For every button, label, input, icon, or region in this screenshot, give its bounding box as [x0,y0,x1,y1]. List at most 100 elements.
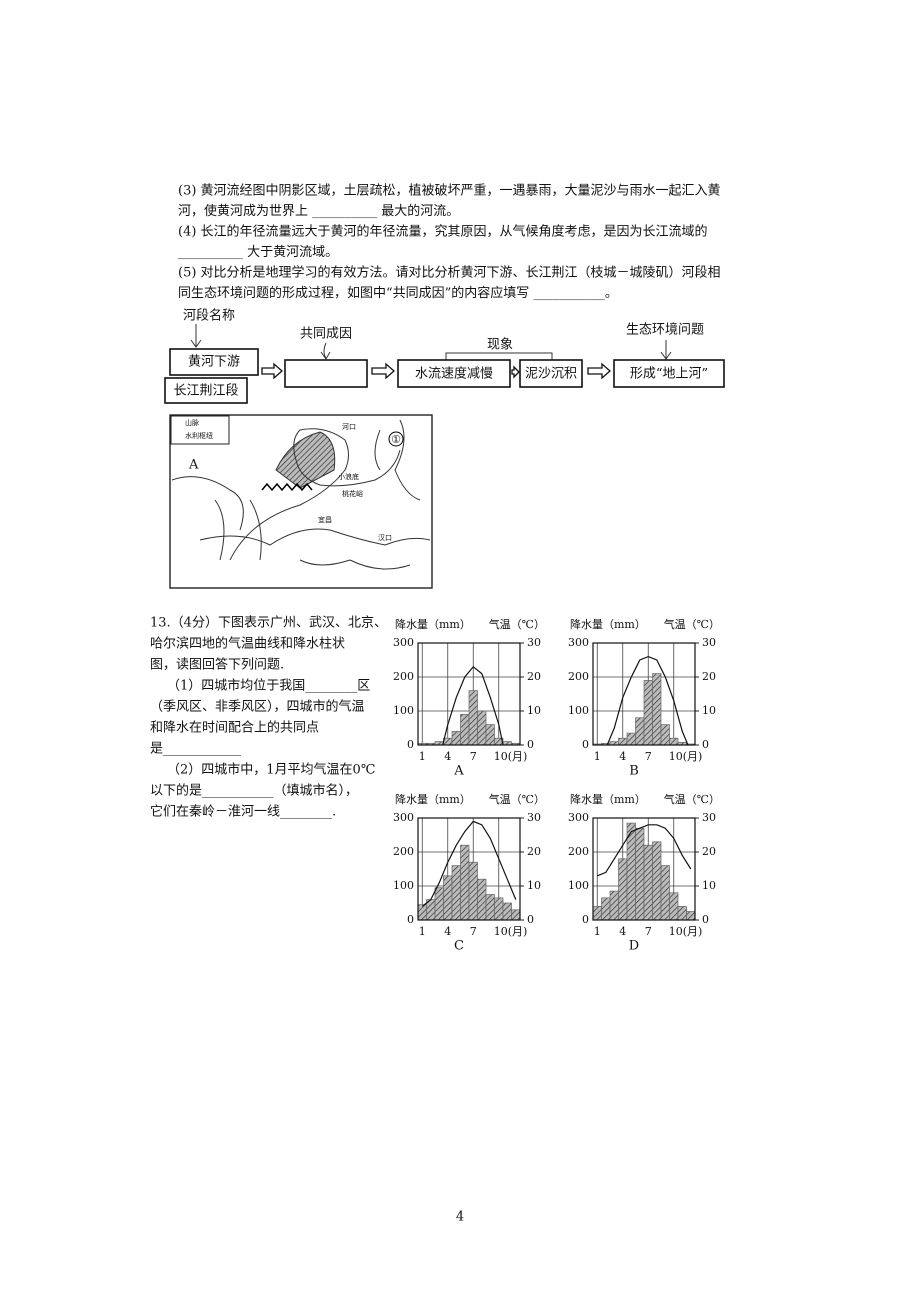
question-line: 哈尔滨四地的气温曲线和降水柱状 [150,636,345,652]
x-tick-label: 7 [645,750,652,763]
y2-tick-label: 10 [527,704,541,717]
x-tick-label: 4 [444,925,451,938]
y-tick-label: 0 [582,738,589,751]
bar [468,690,478,746]
question-line: 13.（4分）下图表示广州、武汉、北京、 [150,616,387,631]
box [164,377,248,404]
question-line: 同生态环境问题的形成过程，如图中“共同成因”的内容应填写 ___________… [178,285,618,301]
y-tick-label: 300 [568,811,589,824]
river-2: 长江荆江段 [173,383,238,399]
bar [635,717,645,746]
x-tick-label: 1 [419,750,426,763]
arrow [190,324,202,348]
x-tick-label: 7 [645,925,652,938]
y-axis-title: 降水量（mm） [395,617,471,631]
y2-tick-label: 30 [702,811,716,824]
x-tick-label: 10(月) [494,925,528,938]
answer-box [284,359,368,388]
map-label: 河口 [342,423,356,431]
climate-chart: 降水量（mm） 气温（℃） 0 100 200 300 0 10 20 30 1 4 7 10(月) C [393,792,545,954]
map-label: 小浪底 [338,472,359,481]
bar [643,844,653,921]
map: 山脉 水利枢纽 A ① 河口 小浪底 桃花峪 宜昌 汉口 [169,414,433,589]
y-tick-label: 200 [568,845,589,858]
y2-tick-label: 20 [702,670,716,683]
plot-frame [592,642,696,746]
arrow [320,342,331,360]
bar [652,841,662,921]
flow-diagram: 河段名称 共同成因 生态环境问题 现象 黄河下游 长江荆江段 水流速度减慢 泥沙… [164,308,725,404]
y-tick-label: 0 [407,738,414,751]
bar [643,680,653,746]
phenomenon-label: 现象 [487,338,513,353]
y2-tick-label: 20 [702,845,716,858]
box [169,348,259,376]
x-tick-label: 1 [594,925,601,938]
section-label: 河段名称 [183,308,235,324]
bar [618,858,628,921]
y2-tick-label: 10 [702,704,716,717]
bar [468,861,478,921]
temperature-line [597,824,692,877]
bar [626,822,636,921]
y2-tick-label: 0 [527,738,534,751]
y-tick-label: 200 [568,670,589,683]
question-line: (5) 对比分析是地理学习的有效方法。请对比分析黄河下游、长江荆江（枝城－城陵矶… [178,265,721,281]
temperature-line [442,665,504,745]
question-line: （1）四城市均位于我国________区 [167,678,370,694]
question-line: __________ 大于黄河流域。 [178,245,338,260]
x-tick-label: 1 [419,925,426,938]
bar [652,673,662,746]
bar [669,892,679,921]
y2-tick-label: 20 [527,670,541,683]
question-line: (4) 长江的年径流量远大于黄河的年径流量，究其原因，从气候角度考虑，是因为长江… [178,224,708,240]
x-tick-label: 10(月) [494,750,528,763]
step-2: 泥沙沉积 [525,367,577,382]
question-line: 以下的是___________（填城市名）， [150,783,358,799]
bar [485,894,495,921]
y-tick-label: 0 [407,913,414,926]
map-label: A [188,458,199,473]
problem-label: 生态环境问题 [626,323,704,338]
x-tick-label: 4 [619,750,626,763]
bar [451,865,461,921]
x-tick-label: 10(月) [669,750,703,763]
y-tick-label: 0 [582,913,589,926]
panel-label: B [629,764,639,779]
arrows [261,362,611,380]
cause-label: 共同成因 [300,327,352,342]
bar [609,890,619,921]
plot-frame [592,817,696,921]
y2-tick-label: 10 [702,879,716,892]
page-number: 4 [456,1210,464,1225]
plot-frame [417,642,521,746]
panel-label: C [454,939,464,954]
bar [417,904,427,921]
temperature-line [606,655,689,745]
y2-tick-label: 20 [527,845,541,858]
bar [635,827,645,921]
bar [477,878,487,921]
bar [502,902,512,921]
bar [592,906,602,921]
legend-mountain: 山脉 [185,418,199,427]
bar [485,724,495,746]
y-tick-label: 200 [393,670,414,683]
bar [460,844,470,921]
y2-tick-label: 0 [702,738,709,751]
x-tick-label: 10(月) [669,925,703,938]
y2-tick-label: 30 [702,636,716,649]
y-axis-title: 降水量（mm） [570,792,646,806]
bracket [445,352,553,360]
y2-tick-label: 30 [527,636,541,649]
y-tick-label: 300 [568,636,589,649]
climate-chart: 降水量（mm） 气温（℃） 0 100 200 300 0 10 20 30 1 4 7 10(月) B [568,617,720,779]
y-tick-label: 200 [393,845,414,858]
y2-tick-label: 0 [527,913,534,926]
y-tick-label: 100 [568,704,589,717]
question-line: 图，读图回答下列问题. [150,657,284,673]
box [613,359,725,388]
y2-axis-title: 气温（℃） [664,792,720,806]
bar [601,897,611,921]
